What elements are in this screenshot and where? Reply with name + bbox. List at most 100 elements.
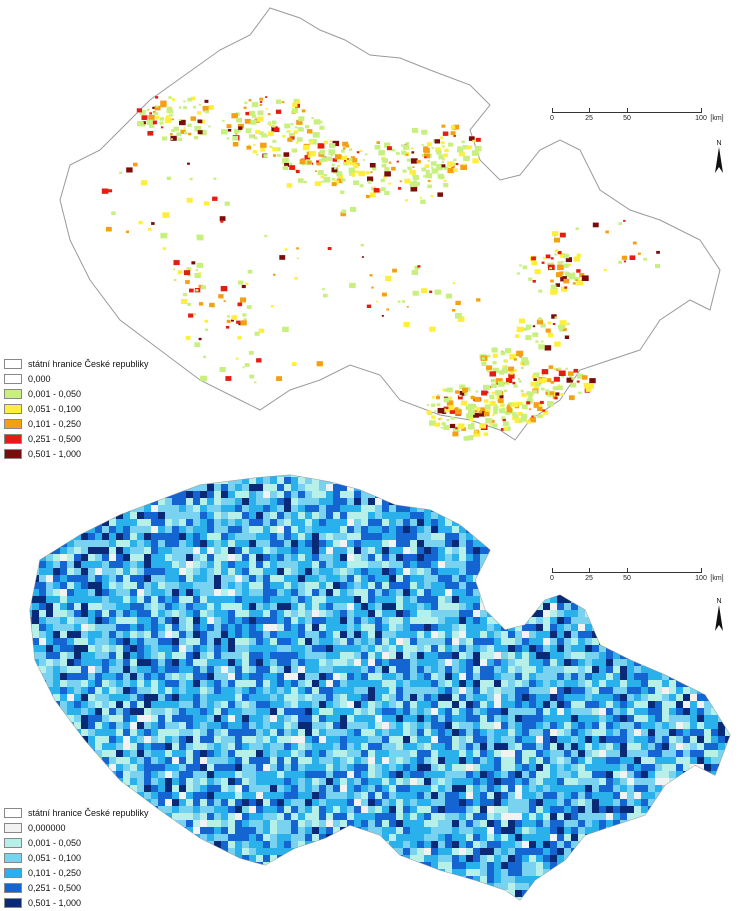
municipality-patch [466,589,474,597]
municipality-patch [186,582,194,590]
municipality-patch [144,631,152,639]
municipality-patch [172,631,180,639]
municipality-patch [641,582,649,590]
municipality-patch [158,729,166,737]
municipality-patch [536,722,544,730]
municipality-patch [725,617,730,625]
municipality-patch [662,694,670,702]
municipality-patch [544,345,552,351]
municipality-patch [172,645,180,653]
municipality-patch [536,673,544,681]
municipality-patch [450,125,456,129]
municipality-patch [160,102,167,108]
municipality-patch [193,603,201,611]
municipality-patch [417,603,425,611]
municipality-patch [620,554,628,562]
municipality-patch [317,143,325,149]
municipality-patch [197,235,204,241]
municipality-patch [39,673,47,681]
municipality-patch [446,387,453,393]
municipality-patch [207,624,215,632]
municipality-patch [533,378,537,381]
municipality-patch [277,491,285,499]
municipality-patch [214,554,222,562]
municipality-patch [74,568,82,576]
municipality-patch [207,484,215,492]
municipality-patch [249,110,256,116]
municipality-patch [319,624,327,632]
municipality-patch [508,575,516,583]
municipality-patch [529,624,537,632]
municipality-patch [522,582,530,590]
municipality-patch [613,680,621,688]
municipality-patch [123,631,131,639]
municipality-patch [662,645,670,653]
municipality-patch [676,477,684,485]
municipality-patch [634,519,642,527]
municipality-patch [585,708,593,716]
municipality-patch [198,302,204,306]
municipality-patch [452,589,460,597]
municipality-patch [144,673,152,681]
municipality-patch [333,512,341,520]
municipality-patch [473,715,481,723]
municipality-patch [725,624,730,632]
municipality-patch [487,736,495,744]
municipality-patch [424,505,432,513]
municipality-patch [375,519,383,527]
municipality-patch [368,475,376,478]
municipality-patch [648,589,656,597]
municipality-patch [606,673,614,681]
municipality-patch [137,484,145,492]
municipality-patch [515,540,523,548]
municipality-patch [585,477,593,485]
municipality-patch [438,680,446,688]
municipality-patch [515,554,523,562]
municipality-patch [501,596,509,604]
municipality-patch [732,491,739,499]
municipality-patch [523,327,527,331]
municipality-patch [277,694,285,702]
municipality-patch [536,715,544,723]
municipality-patch [494,687,502,695]
municipality-patch [158,512,166,520]
municipality-patch [284,673,292,681]
municipality-patch [574,277,579,281]
municipality-patch [67,561,75,569]
municipality-patch [676,533,684,541]
municipality-patch [473,484,481,492]
municipality-patch [375,701,383,709]
municipality-patch [396,512,404,520]
municipality-patch [522,729,530,737]
municipality-patch [417,631,425,639]
municipality-patch [179,119,186,126]
municipality-patch [725,512,730,520]
municipality-patch [445,475,453,478]
municipality-patch [540,340,544,343]
municipality-patch [718,477,726,485]
municipality-patch [207,652,215,660]
municipality-patch [480,722,488,730]
municipality-patch [515,575,523,583]
municipality-patch [319,638,327,646]
municipality-patch [618,222,622,225]
municipality-patch [221,561,229,569]
municipality-patch [316,119,320,122]
municipality-patch [221,659,229,667]
municipality-patch [102,624,110,632]
municipality-patch [53,540,61,548]
municipality-patch [123,561,131,569]
municipality-patch [459,715,467,723]
municipality-patch [634,512,642,520]
municipality-patch [238,126,243,130]
municipality-patch [550,659,558,667]
municipality-patch [439,417,443,420]
municipality-patch [207,715,215,723]
municipality-patch [662,666,670,674]
municipality-patch [445,484,453,492]
municipality-patch [263,575,271,583]
municipality-patch [459,519,467,527]
municipality-patch [195,269,199,272]
municipality-patch [452,498,460,506]
municipality-patch [291,561,299,569]
